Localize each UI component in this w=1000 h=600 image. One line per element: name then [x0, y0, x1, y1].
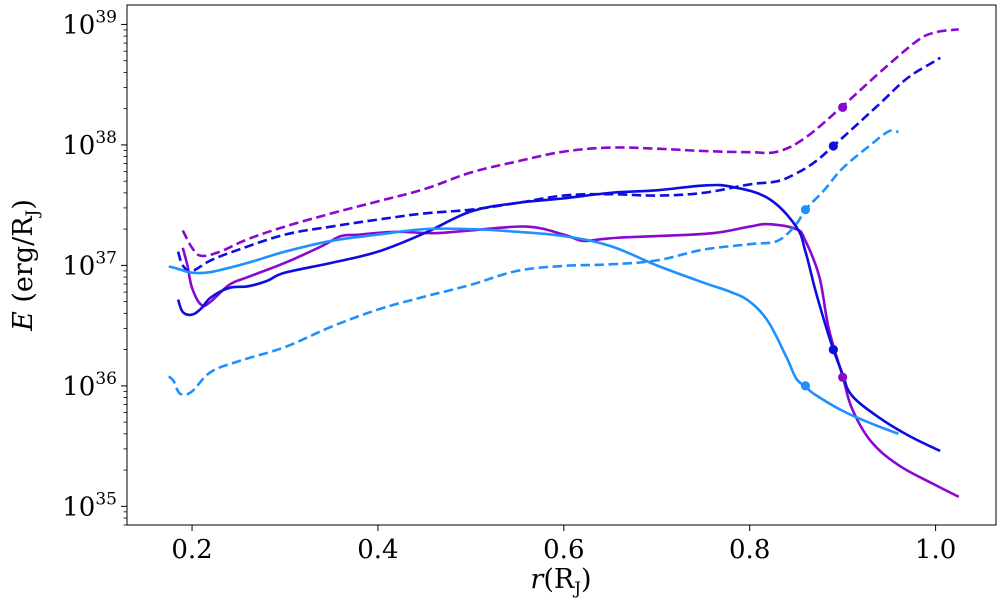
series-line-light-blue-solid: [168, 227, 899, 436]
x-tick-label: 1.0: [915, 535, 956, 565]
y-tick-label: 1036: [62, 369, 117, 402]
x-tick-label: 0.8: [729, 535, 770, 565]
marker-point-purple-solid: [838, 372, 848, 382]
x-tick-label: 0.2: [171, 535, 212, 565]
x-axis-label: r(RJ): [530, 564, 591, 599]
x-tick-label: 0.4: [357, 535, 398, 565]
marker-point-light-blue-dashed: [800, 205, 811, 215]
series-line-blue-dashed: [176, 56, 941, 273]
markers-layer: [800, 102, 848, 391]
y-axis-label: E (erg/RJ): [8, 199, 43, 332]
series-layer: [167, 28, 960, 498]
marker-point-blue-dashed: [828, 141, 838, 151]
x-axis: 0.2 0.4 0.6 0.8 1.0: [171, 525, 956, 565]
marker-point-purple-dashed: [838, 102, 848, 112]
series-line-light-blue-dashed: [167, 129, 899, 396]
marker-point-blue-solid: [828, 344, 838, 355]
y-tick-label: 1035: [62, 489, 117, 522]
y-tick-label: 1039: [62, 7, 117, 40]
x-tick-label: 0.6: [543, 535, 584, 565]
y-tick-label: 1037: [62, 248, 117, 281]
y-axis: 1035 1036 1037 1038 1039: [62, 7, 127, 526]
series-line-purple-dashed: [181, 28, 959, 258]
marker-point-light-blue-solid: [800, 381, 811, 391]
y-tick-label: 1038: [62, 128, 117, 161]
